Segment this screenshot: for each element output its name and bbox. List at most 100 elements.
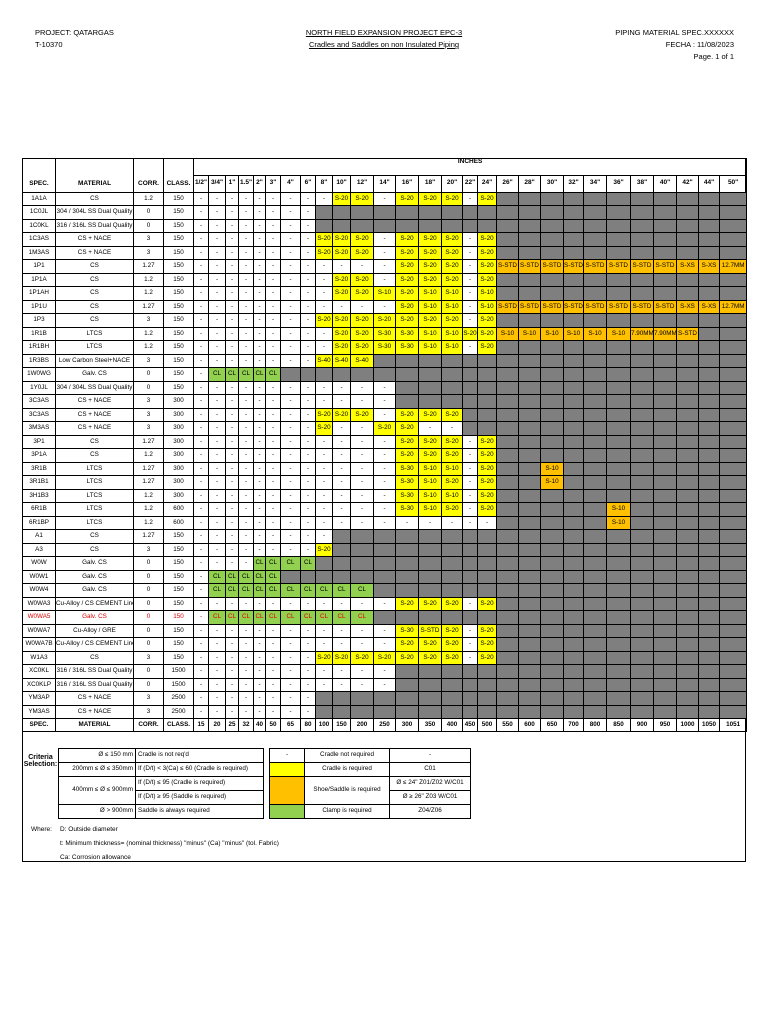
spec-row: 1R3BS Low Carbon Steel+NACE 3 150- - - - - - - - S-… xyxy=(22,353,748,368)
size-cell: - xyxy=(225,353,239,368)
na-cell xyxy=(496,340,519,355)
size-cell: CL xyxy=(280,610,301,625)
criteria-rule: If (D/t) < 3(Ca) ≤ 60 (Cradle is require… xyxy=(135,762,264,777)
na-cell xyxy=(653,677,677,692)
corr-cell: 1.2 xyxy=(133,515,164,530)
size-cell: - xyxy=(193,407,209,422)
size-cell: - xyxy=(315,326,333,341)
size-mm: 50 xyxy=(265,718,281,732)
size-cell: - xyxy=(238,407,254,422)
corr-cell: 0 xyxy=(133,367,164,382)
corr-cell: 1.27 xyxy=(133,461,164,476)
criteria-rule: Cradle is not req'd xyxy=(135,748,264,763)
size-cell: CL xyxy=(253,556,266,571)
size-cell: - xyxy=(253,380,266,395)
corr-cell: 3 xyxy=(133,232,164,247)
note: Ca: Corrosion allowance xyxy=(60,854,131,861)
size-cell: S-20 xyxy=(477,650,497,665)
size-cell: - xyxy=(225,326,239,341)
class-cell: 150 xyxy=(163,367,194,382)
size-cell: - xyxy=(265,380,281,395)
na-cell xyxy=(540,529,564,544)
na-cell xyxy=(630,596,654,611)
na-cell xyxy=(518,218,541,233)
size-cell: S-STD xyxy=(583,259,607,274)
corr-cell: 3 xyxy=(133,394,164,409)
size-cell: - xyxy=(265,502,281,517)
na-cell xyxy=(563,623,584,638)
size-cell: S-10 xyxy=(441,299,463,314)
na-cell xyxy=(583,502,607,517)
size-cell: S-10 xyxy=(418,502,442,517)
na-cell xyxy=(563,691,584,706)
header-row: 1/2" 3/4" 1" 1.5" 2" 3" 4" 6" 8" 10" 12" 14" 16" 18" 2… xyxy=(23,174,748,193)
na-cell xyxy=(518,502,541,517)
size-cell: - xyxy=(208,515,226,530)
na-cell xyxy=(395,664,419,679)
na-cell xyxy=(350,569,374,584)
size-cell: CL xyxy=(265,610,281,625)
size-cell: S-20 xyxy=(315,232,333,247)
na-cell xyxy=(718,691,748,706)
size-cell: S-20 xyxy=(395,637,419,652)
size-cell: S-10 xyxy=(441,461,463,476)
na-cell xyxy=(583,610,607,625)
na-cell xyxy=(698,313,720,328)
size-cell: - xyxy=(225,691,239,706)
na-cell xyxy=(350,691,374,706)
size-cell: - xyxy=(193,340,209,355)
spec-cell: W0WA7B xyxy=(22,637,56,652)
size-cell: - xyxy=(225,704,239,719)
na-cell xyxy=(606,569,631,584)
class-cell: 150 xyxy=(163,259,194,274)
corr-cell: 3 xyxy=(133,313,164,328)
spec-cell: A1 xyxy=(22,529,56,544)
material-cell: Galv. CS xyxy=(55,556,134,571)
key-swatch: - xyxy=(269,748,305,763)
na-cell xyxy=(718,326,748,341)
na-cell xyxy=(395,610,419,625)
size-cell: S-20 xyxy=(332,326,351,341)
na-cell xyxy=(477,664,497,679)
na-cell xyxy=(630,232,654,247)
size-cell: - xyxy=(193,704,209,719)
na-cell xyxy=(350,218,374,233)
size-cell: S-STD xyxy=(653,259,677,274)
na-cell xyxy=(540,380,564,395)
criteria-rule: Saddle is always required xyxy=(135,804,264,819)
size-cell: - xyxy=(208,380,226,395)
size-cell: - xyxy=(253,353,266,368)
na-cell xyxy=(606,529,631,544)
size-cell: - xyxy=(265,448,281,463)
na-cell xyxy=(395,529,419,544)
size-cell: - xyxy=(253,313,266,328)
na-cell xyxy=(718,461,748,476)
size-cell: S-20 xyxy=(373,650,396,665)
key-swatch xyxy=(269,762,305,777)
size-cell: S-20 xyxy=(462,326,478,341)
size-mm: 500 xyxy=(477,718,497,732)
size-cell: - xyxy=(238,191,254,206)
size-cell: - xyxy=(225,272,239,287)
size-cell: S-20 xyxy=(441,191,463,206)
material-cell: CS xyxy=(55,191,134,206)
spec-cell: YM3AP xyxy=(22,691,56,706)
na-cell xyxy=(583,529,607,544)
na-cell xyxy=(653,650,677,665)
size-cell: - xyxy=(265,353,281,368)
class-cell: 150 xyxy=(163,245,194,260)
note: t: Minimum thickness= (nominal thickness… xyxy=(60,840,279,847)
material-cell: Low Carbon Steel+NACE xyxy=(55,353,134,368)
size-cell: S-20 xyxy=(441,272,463,287)
size-mm: 250 xyxy=(373,718,396,732)
spec-row: 1P1AH CS 1.2 150- - - - - - - - - S-20 S-20 S-10 S-20 S-… xyxy=(22,286,748,301)
size-cell: - xyxy=(280,677,301,692)
na-cell xyxy=(496,583,519,598)
na-cell xyxy=(676,367,699,382)
na-cell xyxy=(540,623,564,638)
spec-row: A1 CS 1.27 150- - - - - - - - - xyxy=(22,529,748,544)
na-cell xyxy=(718,245,748,260)
size-cell: - xyxy=(208,434,226,449)
size-mm: 25 xyxy=(225,718,239,732)
na-cell xyxy=(653,623,677,638)
